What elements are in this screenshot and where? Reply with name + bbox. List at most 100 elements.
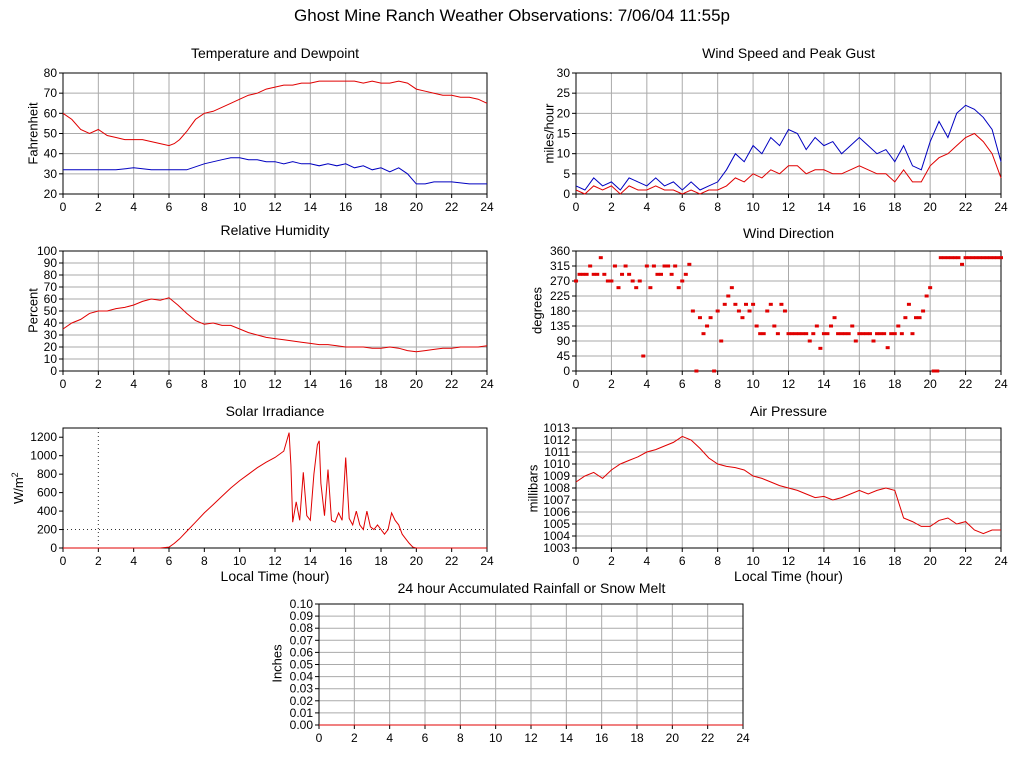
y-tick-label: 1013 xyxy=(543,421,570,435)
x-tick-label: 18 xyxy=(888,377,902,391)
x-tick-label: 6 xyxy=(679,554,686,568)
x-tick-label: 14 xyxy=(817,377,831,391)
x-tick-label: 22 xyxy=(701,731,715,745)
data-point xyxy=(984,256,989,260)
x-tick-label: 20 xyxy=(923,200,937,214)
x-tick-label: 14 xyxy=(304,377,318,391)
data-point xyxy=(807,339,812,343)
data-point xyxy=(906,302,911,306)
x-tick-label: 2 xyxy=(351,731,358,745)
data-point xyxy=(666,264,671,268)
x-tick-label: 14 xyxy=(304,554,318,568)
y-tick-label: 20 xyxy=(44,187,58,201)
x-tick-label: 8 xyxy=(201,554,208,568)
x-tick-label: 6 xyxy=(679,377,686,391)
x-tick-label: 12 xyxy=(268,554,282,568)
y-tick-label: 20 xyxy=(44,340,58,354)
y-tick-label: 25 xyxy=(557,86,571,100)
data-point xyxy=(875,332,880,336)
x-tick-label: 2 xyxy=(608,200,615,214)
data-point xyxy=(772,324,777,328)
data-point xyxy=(616,286,621,290)
x-tick-label: 10 xyxy=(746,554,760,568)
x-tick-label: 6 xyxy=(422,731,429,745)
x-tick-label: 22 xyxy=(445,377,459,391)
data-point xyxy=(903,316,908,320)
data-point xyxy=(648,286,653,290)
data-point xyxy=(634,286,639,290)
data-point xyxy=(751,302,756,306)
x-tick-label: 22 xyxy=(445,554,459,568)
data-point xyxy=(591,272,596,276)
data-point xyxy=(967,256,972,260)
x-tick-label: 18 xyxy=(888,554,902,568)
series-line-1 xyxy=(575,132,1002,195)
x-tick-label: 6 xyxy=(166,377,173,391)
chart-title: Wind Direction xyxy=(742,225,835,241)
x-tick-label: 14 xyxy=(304,200,318,214)
data-point xyxy=(605,279,610,283)
x-tick-label: 22 xyxy=(445,200,459,214)
data-point xyxy=(722,302,727,306)
data-point xyxy=(683,272,688,276)
x-tick-label: 0 xyxy=(573,200,580,214)
series-line-1 xyxy=(63,157,487,185)
y-tick-label: 30 xyxy=(44,167,58,181)
data-point xyxy=(793,332,798,336)
y-tick-label: 70 xyxy=(44,86,58,100)
x-tick-label: 20 xyxy=(410,377,424,391)
x-axis-label: Local Time (hour) xyxy=(734,568,843,584)
x-tick-label: 24 xyxy=(736,731,750,745)
y-tick-label: 40 xyxy=(44,316,58,330)
data-point xyxy=(924,294,929,298)
data-point xyxy=(630,279,635,283)
y-tick-label: 0.03 xyxy=(290,682,314,696)
x-tick-label: 0 xyxy=(573,554,580,568)
x-tick-label: 14 xyxy=(817,554,831,568)
data-point xyxy=(917,316,922,320)
x-tick-label: 2 xyxy=(95,200,102,214)
x-tick-label: 10 xyxy=(233,554,247,568)
y-tick-label: 0.05 xyxy=(290,658,314,672)
y-tick-label: 10 xyxy=(557,147,571,161)
y-tick-label: 400 xyxy=(37,504,57,518)
data-point xyxy=(850,324,855,328)
data-point xyxy=(956,256,961,260)
x-tick-label: 0 xyxy=(60,377,67,391)
data-point xyxy=(952,256,957,260)
x-tick-label: 0 xyxy=(60,554,67,568)
y-tick-label: 60 xyxy=(44,106,58,120)
x-tick-label: 10 xyxy=(233,200,247,214)
data-point xyxy=(669,272,674,276)
y-tick-label: 0.08 xyxy=(290,621,314,635)
y-tick-label: 135 xyxy=(550,319,570,333)
x-axis-label: Local Time (hour) xyxy=(220,568,330,584)
data-point xyxy=(761,332,766,336)
y-tick-label: 1009 xyxy=(543,469,570,483)
data-point xyxy=(747,309,752,313)
data-point xyxy=(935,369,940,373)
data-point xyxy=(680,279,685,283)
y-tick-label: 0.04 xyxy=(290,670,314,684)
x-tick-label: 20 xyxy=(923,377,937,391)
y-tick-label: 0 xyxy=(50,541,57,555)
data-point xyxy=(843,332,848,336)
data-point xyxy=(797,332,802,336)
y-tick-label: 90 xyxy=(557,334,571,348)
x-tick-label: 6 xyxy=(166,200,173,214)
data-point xyxy=(609,279,614,283)
x-tick-label: 24 xyxy=(994,377,1008,391)
x-tick-label: 20 xyxy=(410,554,424,568)
data-point xyxy=(931,369,936,373)
data-point xyxy=(921,309,926,313)
data-point xyxy=(577,272,582,276)
x-tick-label: 6 xyxy=(166,554,173,568)
x-tick-label: 2 xyxy=(608,554,615,568)
x-tick-label: 22 xyxy=(959,554,973,568)
x-tick-label: 16 xyxy=(853,554,867,568)
chart-title: Relative Humidity xyxy=(220,222,330,238)
data-point xyxy=(637,279,642,283)
x-tick-label: 6 xyxy=(679,200,686,214)
data-point xyxy=(754,324,759,328)
